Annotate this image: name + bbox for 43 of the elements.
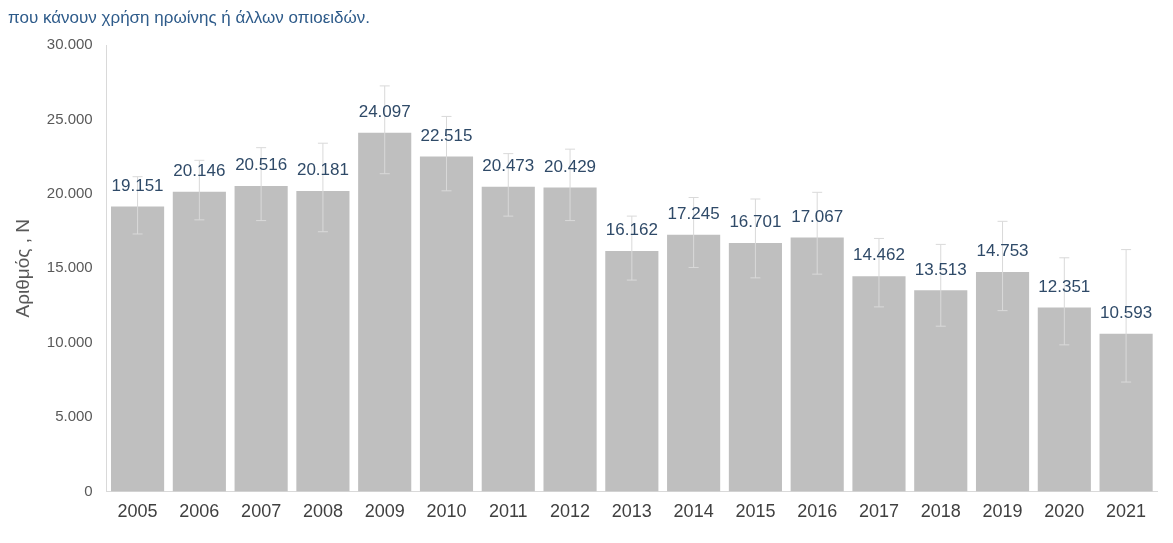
chart-subtitle: που κάνουν χρήση ηρωίνης ή άλλων οπιοειδών. (8, 8, 372, 28)
x-tick-label: 2009 (364, 501, 405, 522)
x-tick-label: 2006 (179, 501, 220, 522)
data-label: 12.351 (1038, 276, 1091, 296)
x-tick-label: 2005 (117, 501, 158, 522)
x-tick-label: 2018 (920, 501, 961, 522)
x-tick-label: 2011 (488, 501, 528, 522)
data-label: 22.515 (420, 125, 473, 145)
y-axis-title: Αριθμός , Ν (11, 218, 33, 318)
y-tick-label: 15.000 (46, 258, 93, 276)
x-tick-label: 2019 (982, 501, 1023, 522)
x-tick-label: 2008 (302, 501, 343, 522)
y-tick-label: 10.000 (46, 332, 93, 350)
data-label: 20.473 (482, 155, 535, 175)
data-label: 10.593 (1100, 302, 1153, 322)
x-tick-label: 2016 (797, 501, 838, 522)
y-tick-label: 20.000 (46, 183, 93, 201)
x-tick-label: 2015 (735, 501, 776, 522)
x-tick-label: 2010 (426, 501, 467, 522)
data-label: 20.146 (173, 160, 226, 180)
y-tick-label: 30.000 (46, 35, 93, 53)
data-label: 14.462 (852, 245, 905, 265)
data-label: 16.701 (729, 212, 782, 232)
data-label: 13.513 (914, 259, 967, 279)
data-label: 20.181 (296, 160, 349, 180)
data-label: 20.516 (235, 155, 288, 175)
x-tick-label: 2007 (241, 501, 282, 522)
data-label: 16.162 (605, 220, 658, 240)
x-tick-label: 2021 (1106, 501, 1147, 522)
data-label: 17.067 (791, 206, 844, 226)
y-tick-label: 5.000 (55, 407, 93, 425)
x-tick-label: 2017 (858, 501, 899, 522)
data-label: 24.097 (358, 102, 411, 122)
data-label: 20.429 (544, 156, 597, 176)
data-label: 14.753 (976, 241, 1029, 261)
x-tick-label: 2014 (673, 501, 714, 522)
data-label: 19.151 (111, 175, 164, 195)
x-tick-label: 2013 (611, 501, 652, 522)
x-tick-label: 2012 (550, 501, 591, 522)
x-tick-label: 2020 (1044, 501, 1085, 522)
y-tick-label: 0 (84, 481, 93, 499)
data-label: 17.245 (667, 203, 720, 223)
y-tick-label: 25.000 (46, 109, 93, 127)
